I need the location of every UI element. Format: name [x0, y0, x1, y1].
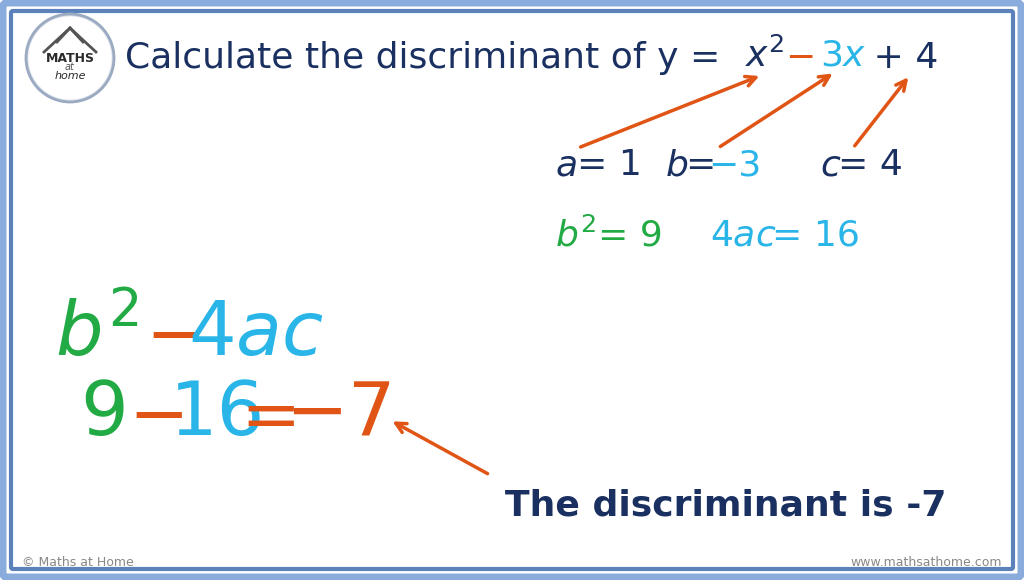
Text: © Maths at Home: © Maths at Home — [22, 556, 134, 568]
Circle shape — [29, 17, 111, 99]
Text: www.mathsathome.com: www.mathsathome.com — [851, 556, 1002, 568]
Text: The discriminant is -7: The discriminant is -7 — [505, 488, 946, 522]
Text: MATHS: MATHS — [45, 52, 94, 64]
Text: −: − — [785, 41, 815, 75]
Text: = 1: = 1 — [577, 148, 642, 182]
Text: $\mathit{3x}$: $\mathit{3x}$ — [820, 39, 866, 73]
Circle shape — [26, 14, 114, 102]
Text: = 16: = 16 — [772, 218, 860, 252]
Text: $\mathit{a}$: $\mathit{a}$ — [555, 148, 577, 182]
FancyBboxPatch shape — [11, 11, 1013, 569]
Text: $\mathit{b}^2$: $\mathit{b}^2$ — [55, 298, 138, 372]
Text: $\mathit{b}$: $\mathit{b}$ — [665, 148, 688, 182]
Text: −: − — [128, 385, 188, 454]
Text: 9: 9 — [80, 379, 128, 451]
Text: −: − — [145, 304, 206, 374]
Text: at: at — [66, 62, 75, 72]
Text: + 4: + 4 — [862, 41, 938, 75]
Text: 16: 16 — [170, 379, 265, 451]
Text: $\mathit{c}$: $\mathit{c}$ — [820, 148, 842, 182]
Text: =: = — [685, 148, 716, 182]
Text: = 4: = 4 — [838, 148, 903, 182]
Text: −7: −7 — [285, 379, 395, 451]
Text: $\mathit{4ac}$: $\mathit{4ac}$ — [188, 299, 324, 372]
Text: −3: −3 — [708, 148, 761, 182]
Text: $\mathit{x}^2$: $\mathit{x}^2$ — [745, 38, 784, 74]
Text: =: = — [240, 385, 300, 454]
Text: Calculate the discriminant of y =: Calculate the discriminant of y = — [125, 41, 732, 75]
Text: $\mathit{4ac}$: $\mathit{4ac}$ — [710, 218, 776, 252]
Text: = 9: = 9 — [598, 218, 663, 252]
Text: home: home — [54, 71, 86, 81]
FancyBboxPatch shape — [3, 3, 1021, 577]
Text: $\mathit{b}^2$: $\mathit{b}^2$ — [555, 217, 596, 253]
